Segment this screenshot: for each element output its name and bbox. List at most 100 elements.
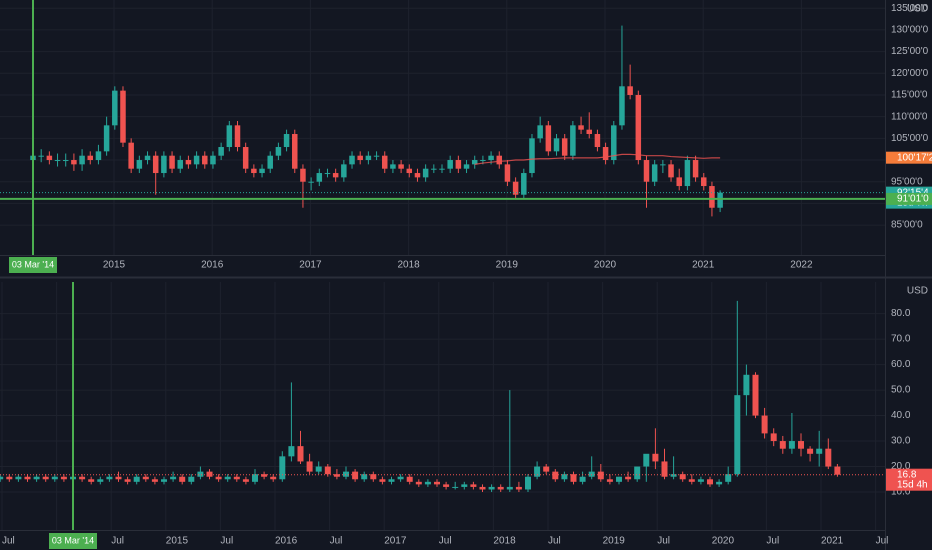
candle-body: [439, 168, 445, 170]
candle-body: [770, 433, 777, 442]
candle-body: [447, 160, 453, 169]
candle-body: [300, 168, 306, 182]
candle-body: [6, 476, 13, 480]
candle-body: [15, 476, 22, 480]
y-tick-label: 105'00'0: [891, 133, 929, 144]
crosshair-date-box: [9, 257, 57, 273]
candle-body: [106, 476, 113, 480]
candle-body: [177, 160, 183, 169]
candle-body: [463, 164, 470, 169]
y-tick-label: 130'00'0: [891, 25, 929, 36]
candle-body: [54, 160, 61, 162]
candle-body: [218, 147, 224, 156]
candle-body: [752, 374, 759, 416]
candle-body: [504, 164, 511, 182]
x-tick-label: 2016: [275, 536, 298, 547]
candle-body: [103, 125, 110, 152]
candle-body: [422, 168, 429, 178]
x-tick-label: Jul: [330, 536, 343, 547]
crosshair-date: 03 Mar '14: [12, 259, 54, 269]
y-tick-label: 40.0: [891, 410, 911, 421]
candle-body: [534, 466, 541, 477]
candle-body: [42, 476, 49, 480]
candle-body: [170, 476, 177, 480]
candle-body: [634, 466, 641, 480]
candle-body: [529, 138, 535, 174]
candle-body: [434, 481, 440, 485]
candle-body: [679, 474, 686, 480]
candle-body: [33, 476, 40, 480]
candle-body: [431, 168, 437, 170]
candle-body: [0, 476, 4, 480]
candle-body: [144, 155, 151, 161]
candle-body: [579, 476, 586, 482]
candle-body: [87, 155, 94, 161]
x-tick-label: 2015: [166, 536, 189, 547]
candle-body: [124, 479, 131, 482]
candle-body: [611, 125, 617, 161]
last-price-label: 92'15'4: [897, 187, 929, 198]
candle-body: [506, 486, 513, 490]
candle-body: [779, 441, 786, 449]
x-tick-label: Jul: [657, 536, 670, 547]
candle-body: [660, 164, 666, 166]
ma-price-label: 100'17'2: [897, 152, 932, 163]
y-tick-label: 70.0: [891, 334, 911, 345]
candle-body: [38, 155, 44, 157]
candle-body: [95, 151, 102, 161]
candle-body: [112, 90, 118, 126]
countdown: 15d 4h: [897, 479, 928, 490]
candle-body: [570, 125, 576, 156]
candle-body: [88, 479, 95, 482]
candle-body: [24, 476, 31, 480]
candle-body: [725, 474, 732, 482]
candle-body: [561, 474, 568, 480]
candle-body: [515, 486, 522, 490]
candle-body: [51, 476, 58, 480]
candle-body: [479, 486, 486, 490]
candle-body: [206, 471, 213, 477]
candle-body: [60, 476, 67, 480]
candle-body: [521, 173, 527, 195]
candle-body: [496, 155, 503, 165]
ma-price-label-box: [886, 151, 932, 164]
x-tick-label: 2017: [384, 536, 407, 547]
candle-body: [537, 125, 543, 139]
y-tick-label: 135'00'0: [891, 3, 929, 14]
candle-body: [398, 164, 404, 169]
candle-body: [279, 456, 286, 480]
candle-body: [188, 476, 195, 482]
x-tick-label: 2021: [821, 536, 844, 547]
candle-body: [234, 125, 241, 148]
candle-body: [602, 147, 609, 161]
candle-body: [668, 164, 674, 178]
candle-body: [161, 479, 167, 482]
candle-body: [619, 86, 625, 126]
candle-body: [443, 484, 450, 487]
candle-body: [233, 476, 240, 480]
candle-body: [142, 476, 149, 480]
x-tick-label: Jul: [439, 536, 452, 547]
y-tick-label: 85'00'0: [891, 220, 923, 231]
candle-body: [324, 466, 331, 475]
candle-body: [316, 173, 323, 182]
candles: [30, 25, 723, 217]
candle-body: [133, 476, 140, 482]
candle-body: [488, 155, 494, 161]
y-tick-label: 50.0: [891, 385, 911, 396]
x-tick-label: Jul: [111, 536, 124, 547]
candle-body: [788, 441, 795, 449]
candle-body: [816, 448, 823, 454]
candle-body: [561, 138, 568, 156]
candle-body: [676, 177, 682, 187]
candle-body: [297, 446, 304, 462]
candle-body: [670, 474, 677, 477]
candle-body: [128, 142, 134, 169]
moving-average: [474, 153, 721, 165]
candle-body: [251, 168, 257, 174]
candle-body: [215, 476, 222, 480]
crosshair-price-label-box: [886, 192, 932, 205]
candle-body: [707, 479, 713, 485]
candle-body: [352, 471, 359, 480]
